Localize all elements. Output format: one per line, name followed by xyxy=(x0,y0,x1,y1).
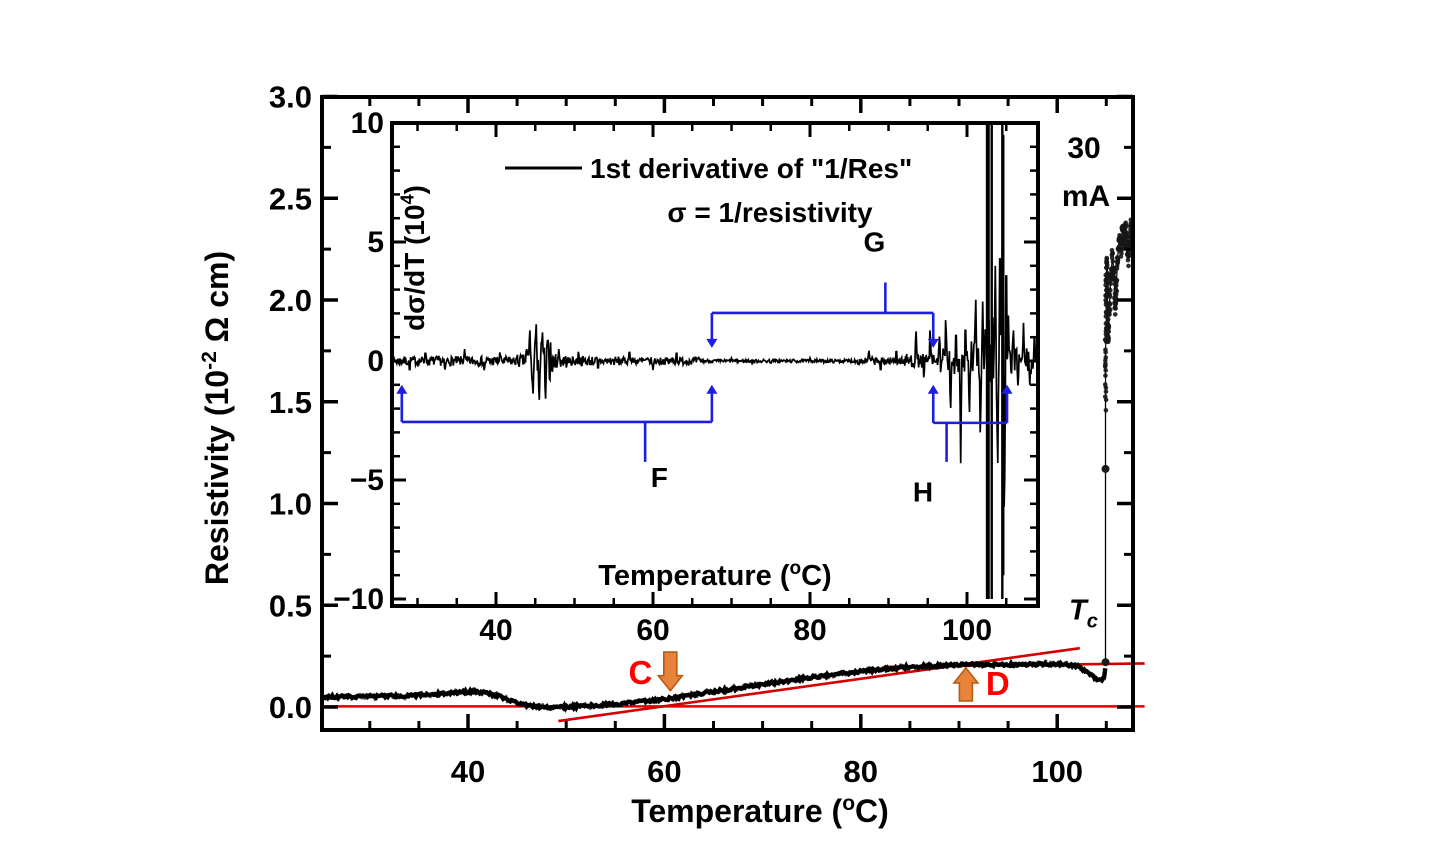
inset-frame xyxy=(390,121,1040,608)
bracket-F: F xyxy=(396,384,718,493)
current-label-line2: mA xyxy=(1062,180,1110,213)
d-label: D xyxy=(986,665,1010,702)
main-x-tick-label: 40 xyxy=(451,754,485,789)
inset-y-tick-label: −10 xyxy=(333,583,384,616)
inset-y-tick-label: −5 xyxy=(350,464,384,497)
inset-plot: F G H 40 60 80 100 10 5 0 −5 −10 Temperature (oC) dσ/… xyxy=(333,107,1038,647)
derivative-trace xyxy=(394,173,1036,507)
inset-x-axis-title: Temperature (oC) xyxy=(598,558,831,592)
inset-x-tick-label: 80 xyxy=(793,614,826,647)
bracket-arrowhead-icon xyxy=(706,384,718,394)
bracket-label-G: G xyxy=(863,227,885,258)
legend-entry-derivative: 1st derivative of "1/Res" xyxy=(590,153,912,184)
main-x-axis-title: Temperature (oC) xyxy=(631,792,889,829)
bracket-G: G xyxy=(706,227,939,348)
main-y-axis-title: Resistivity (10-2 Ω cm) xyxy=(198,251,235,585)
bracket-H: H xyxy=(913,384,1013,507)
derivative-series xyxy=(394,125,1036,599)
transition-dot xyxy=(1101,464,1110,473)
inset-x-tick-label: 40 xyxy=(479,614,512,647)
inset-x-tick-label: 100 xyxy=(942,614,992,647)
d-arrow-icon xyxy=(952,666,980,702)
main-plot: 40 60 80 1000.00.51.01.52.02.53.0Temperatur… xyxy=(198,80,1145,829)
main-y-tick-label: 0.5 xyxy=(269,588,312,623)
inset-y-tick-label: 10 xyxy=(351,107,384,140)
bracket-arrowhead-icon xyxy=(706,338,718,348)
inset-y-axis-title: dσ/dT (104) xyxy=(397,185,430,331)
main-y-tick-label: 2.0 xyxy=(269,283,312,318)
main-y-tick-label: 0.0 xyxy=(269,690,312,725)
inset-background xyxy=(392,123,1038,606)
main-y-tick-label: 1.0 xyxy=(269,487,312,522)
transition-dot xyxy=(1101,658,1110,667)
bracket-label-F: F xyxy=(651,462,668,493)
resistivity-data-series xyxy=(324,217,1131,714)
legend-entry-sigma: σ = 1/resistivity xyxy=(667,197,873,228)
bracket-arrowhead-icon xyxy=(927,384,939,394)
bracket-arrowhead-icon xyxy=(927,338,939,348)
inset-y-tick-label: 5 xyxy=(367,226,384,259)
bracket-arrowhead-icon xyxy=(396,384,408,394)
main-y-tick-label: 3.0 xyxy=(269,80,312,115)
main-x-tick-label: 100 xyxy=(1031,754,1083,789)
inset-y-tick-label: 0 xyxy=(367,345,384,378)
inset-x-tick-label: 60 xyxy=(636,614,669,647)
bracket-label-H: H xyxy=(913,476,933,507)
current-label-line1: 30 xyxy=(1067,132,1100,165)
main-x-tick-label: 60 xyxy=(647,754,681,789)
c-arrow-icon xyxy=(656,651,684,692)
resistivity-curve xyxy=(324,658,1108,714)
main-y-tick-label: 2.5 xyxy=(269,181,312,216)
main-plot-frame xyxy=(320,95,1135,732)
bracket-arrowhead-icon xyxy=(1001,384,1013,394)
main-y-tick-label: 1.5 xyxy=(269,385,312,420)
main-x-tick-label: 80 xyxy=(844,754,878,789)
tc-label: Tc xyxy=(1069,594,1098,632)
steep-tangent-line xyxy=(558,646,1080,723)
c-label: C xyxy=(628,654,652,691)
